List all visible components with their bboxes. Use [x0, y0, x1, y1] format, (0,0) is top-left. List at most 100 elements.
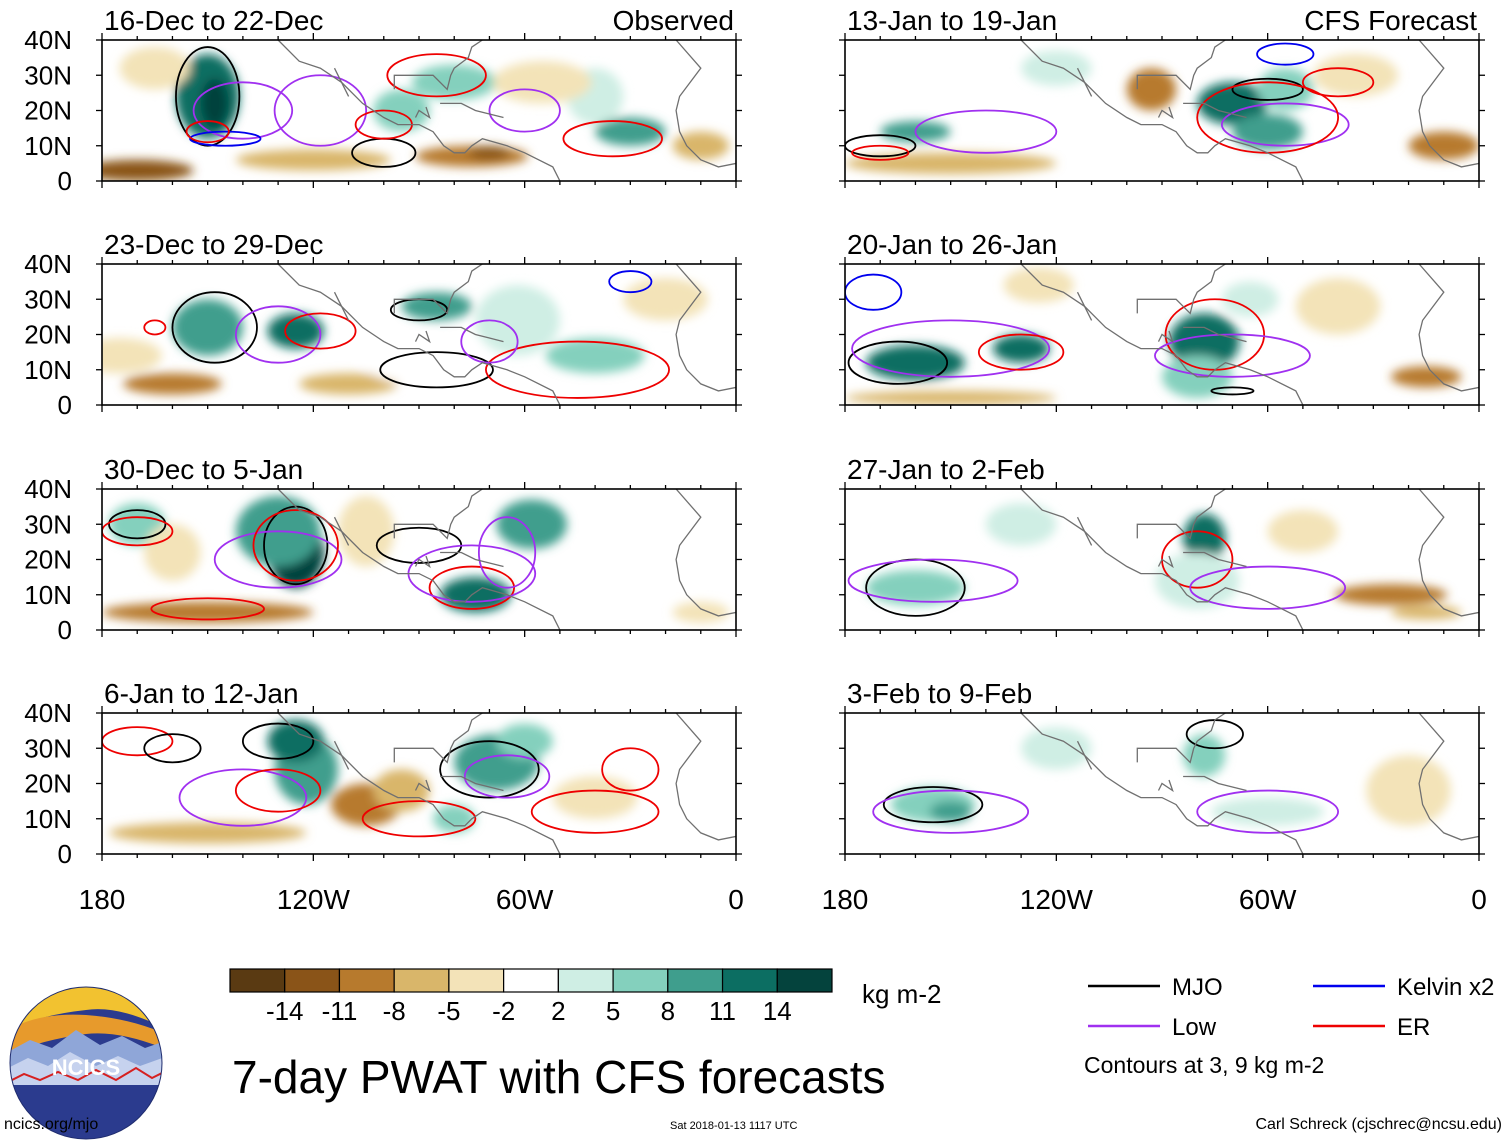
timestamp: Sat 2018-01-13 1117 UTC	[670, 1120, 798, 1132]
wave-contour	[361, 800, 477, 838]
pwat-anomaly-blob	[1221, 281, 1279, 317]
wave-contour	[213, 530, 343, 589]
map-panel-field	[102, 489, 736, 630]
pwat-anomaly-blob	[235, 149, 391, 171]
wave-contour	[601, 747, 660, 792]
coastline	[1183, 102, 1247, 119]
coastline	[414, 779, 431, 793]
wave-contour	[428, 565, 516, 610]
wave-contour	[562, 120, 663, 158]
pwat-anomaly-blob	[492, 61, 592, 104]
wave-contours	[872, 719, 1340, 834]
wave-contour	[439, 740, 540, 799]
coastline	[1418, 713, 1479, 841]
wave-contour	[530, 789, 660, 834]
coastlines	[1020, 489, 1479, 630]
colorbar-swatch	[229, 968, 286, 993]
wave-contours	[102, 722, 660, 838]
coastline	[675, 713, 736, 841]
pwat-anomaly-blob	[475, 285, 560, 356]
y-tick-label: 40N	[24, 698, 72, 728]
y-tick-label: 0	[58, 839, 72, 869]
coastline	[440, 775, 504, 792]
x-tick-label: 0	[728, 884, 744, 915]
wave-contour	[608, 270, 653, 294]
y-tick-label: 20N	[24, 96, 72, 126]
pwat-anomaly-blob	[1197, 82, 1268, 125]
wave-contour	[872, 789, 1030, 834]
coastline	[1418, 264, 1479, 392]
pwat-anomaly-blob	[1232, 114, 1303, 150]
coastline	[1020, 713, 1304, 854]
coastlines	[277, 489, 736, 630]
panel-period: 30-Dec to 5-Jan	[104, 454, 303, 485]
wave-contour	[192, 81, 294, 140]
panel-period: 13-Jan to 19-Jan	[847, 5, 1057, 36]
coastline	[1157, 330, 1174, 344]
y-tick-label: 10N	[24, 131, 72, 161]
coastline	[277, 713, 561, 854]
map-panel-8: 3-Feb to 9-Feb	[839, 678, 1485, 861]
colorbar-label: -8	[383, 996, 406, 1026]
legend-label: ER	[1397, 1014, 1430, 1041]
pwat-anomaly-blob	[985, 503, 1057, 546]
wave-contour	[485, 340, 670, 399]
colorbar-swatch	[612, 968, 669, 993]
contour-note: Contours at 3, 9 kg m-2	[1084, 1052, 1324, 1078]
coastline	[333, 291, 350, 321]
coastline	[1020, 264, 1304, 405]
coastline	[1020, 489, 1304, 630]
pwat-anomaly-blob	[1003, 267, 1074, 303]
pwat-anomaly-blob	[373, 89, 430, 132]
panel-tag: Observed	[613, 5, 734, 36]
x-tick-label: 180	[822, 884, 869, 915]
pwat-anomaly-blob	[866, 570, 965, 606]
x-tick-label: 0	[1471, 884, 1487, 915]
pwat-anomaly-blob	[1183, 734, 1226, 777]
wave-contour	[882, 786, 984, 824]
pwat-field	[890, 727, 1451, 826]
coastlines	[277, 40, 736, 181]
wave-contour	[847, 558, 1019, 603]
colorbar-label: -5	[437, 996, 460, 1026]
y-tick-label: 20N	[24, 545, 72, 575]
pwat-anomaly-blob	[109, 822, 307, 844]
wave-contour	[143, 319, 167, 336]
wave-contour	[1256, 42, 1315, 66]
pwat-anomaly-blob	[1126, 68, 1177, 111]
map-panel-6: 20-Jan to 26-Jan	[839, 229, 1485, 412]
colorbar-swatch	[557, 968, 614, 993]
coastline	[393, 713, 483, 764]
pwat-anomaly-blob	[144, 524, 201, 581]
legend-label: Kelvin x2	[1397, 974, 1494, 1001]
pwat-anomaly-blob	[1211, 797, 1325, 826]
pwat-anomaly-blob	[468, 145, 511, 160]
map-panel-1: 40N 30N 20N 10N 0 16-Dec to 22-Dec Observed	[24, 5, 742, 196]
coastline	[675, 264, 736, 392]
panel-period: 6-Jan to 12-Jan	[104, 678, 299, 709]
wave-contour	[477, 516, 537, 589]
website-link[interactable]: ncics.org/mjo	[4, 1116, 99, 1133]
wave-contour	[460, 319, 519, 364]
coastline	[277, 40, 561, 181]
pwat-anomaly-blob	[1295, 278, 1381, 335]
wave-contour	[108, 509, 167, 540]
coastline	[393, 264, 483, 315]
pwat-anomaly-blob	[672, 601, 729, 623]
pwat-anomaly-blob	[401, 292, 472, 321]
y-tick-label: 30N	[24, 509, 72, 539]
pwat-field	[102, 496, 729, 623]
pwat-anomaly-blob	[172, 299, 243, 356]
pwat-anomaly-blob	[362, 341, 476, 384]
y-tick-label: 10N	[24, 580, 72, 610]
map-panel-field	[845, 264, 1479, 405]
figure-title: 7-day PWAT with CFS forecasts	[232, 1051, 886, 1103]
pwat-anomaly-blob	[496, 499, 567, 549]
colorbar-swatch	[503, 968, 559, 993]
colorbar-label: 8	[661, 996, 675, 1026]
wave-contour	[386, 53, 487, 98]
coastline	[1076, 740, 1093, 770]
coastline	[1076, 67, 1093, 97]
coastline	[277, 264, 561, 405]
coastlines	[277, 264, 736, 405]
